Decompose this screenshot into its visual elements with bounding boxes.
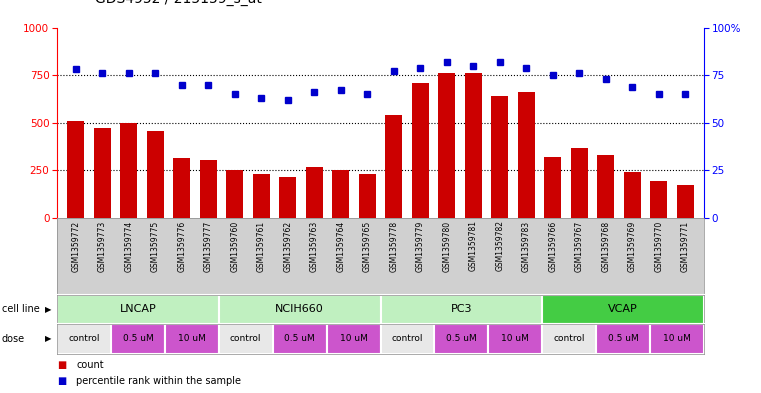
Text: GSM1359773: GSM1359773 — [97, 220, 107, 272]
Text: GSM1359783: GSM1359783 — [522, 220, 531, 272]
Bar — [57, 295, 219, 324]
Text: 0.5 uM: 0.5 uM — [446, 334, 476, 343]
Text: GSM1359769: GSM1359769 — [628, 220, 637, 272]
Text: control: control — [392, 334, 423, 343]
Bar — [111, 324, 165, 354]
Bar — [165, 324, 219, 354]
Bar — [435, 324, 489, 354]
Bar — [272, 324, 326, 354]
Bar — [677, 185, 694, 218]
Text: GSM1359760: GSM1359760 — [230, 220, 239, 272]
Text: GSM1359782: GSM1359782 — [495, 220, 505, 272]
Text: GSM1359775: GSM1359775 — [151, 220, 160, 272]
Text: GSM1359778: GSM1359778 — [390, 220, 398, 272]
Text: GSM1359771: GSM1359771 — [681, 220, 690, 272]
Bar — [597, 155, 614, 218]
Bar — [571, 148, 588, 218]
Text: 10 uM: 10 uM — [501, 334, 529, 343]
Text: count: count — [76, 360, 103, 371]
Text: GSM1359764: GSM1359764 — [336, 220, 345, 272]
Text: dose: dose — [2, 334, 24, 344]
Text: control: control — [230, 334, 262, 343]
Bar — [173, 158, 190, 218]
Text: PC3: PC3 — [451, 305, 472, 314]
Bar — [219, 295, 380, 324]
Text: GDS4952 / 215159_s_at: GDS4952 / 215159_s_at — [95, 0, 262, 6]
Bar — [279, 177, 296, 218]
Bar — [465, 73, 482, 218]
Bar — [543, 295, 704, 324]
Bar — [624, 173, 641, 218]
Bar — [332, 169, 349, 218]
Bar — [57, 324, 111, 354]
Text: GSM1359765: GSM1359765 — [363, 220, 371, 272]
Text: control: control — [553, 334, 585, 343]
Bar — [596, 324, 650, 354]
Text: GSM1359766: GSM1359766 — [549, 220, 557, 272]
Text: GSM1359777: GSM1359777 — [204, 220, 212, 272]
Text: GSM1359768: GSM1359768 — [601, 220, 610, 272]
Bar — [491, 96, 508, 218]
Bar — [326, 324, 380, 354]
Text: GSM1359781: GSM1359781 — [469, 220, 478, 272]
Bar — [306, 167, 323, 218]
Bar — [489, 324, 542, 354]
Text: ▶: ▶ — [44, 334, 51, 343]
Bar — [219, 324, 272, 354]
Text: GSM1359762: GSM1359762 — [283, 220, 292, 272]
Bar — [650, 324, 704, 354]
Bar — [358, 174, 376, 218]
Bar — [380, 324, 435, 354]
Text: 0.5 uM: 0.5 uM — [608, 334, 638, 343]
Bar — [147, 131, 164, 218]
Bar — [253, 174, 270, 218]
Bar — [67, 121, 84, 218]
Bar — [544, 157, 562, 218]
Text: 10 uM: 10 uM — [178, 334, 205, 343]
Bar — [438, 73, 455, 218]
Bar — [543, 324, 596, 354]
Bar — [517, 92, 535, 218]
Bar — [650, 181, 667, 218]
Text: GSM1359772: GSM1359772 — [71, 220, 80, 272]
Bar — [199, 160, 217, 218]
Text: VCAP: VCAP — [608, 305, 638, 314]
Text: 10 uM: 10 uM — [339, 334, 368, 343]
Text: GSM1359770: GSM1359770 — [654, 220, 664, 272]
Text: ▶: ▶ — [44, 305, 51, 314]
Text: GSM1359776: GSM1359776 — [177, 220, 186, 272]
Bar — [380, 295, 542, 324]
Bar — [385, 115, 403, 218]
Text: ■: ■ — [57, 376, 66, 386]
Bar — [226, 171, 244, 218]
Text: NCIH660: NCIH660 — [275, 305, 324, 314]
Text: cell line: cell line — [2, 305, 40, 314]
Text: GSM1359761: GSM1359761 — [256, 220, 266, 272]
Text: LNCAP: LNCAP — [119, 305, 156, 314]
Bar — [120, 123, 137, 218]
Text: GSM1359774: GSM1359774 — [124, 220, 133, 272]
Text: 0.5 uM: 0.5 uM — [123, 334, 153, 343]
Bar — [94, 128, 111, 218]
Bar — [412, 83, 429, 218]
Text: control: control — [68, 334, 100, 343]
Text: GSM1359779: GSM1359779 — [416, 220, 425, 272]
Text: GSM1359780: GSM1359780 — [442, 220, 451, 272]
Text: 0.5 uM: 0.5 uM — [285, 334, 315, 343]
Text: percentile rank within the sample: percentile rank within the sample — [76, 376, 241, 386]
Text: 10 uM: 10 uM — [663, 334, 691, 343]
Text: GSM1359763: GSM1359763 — [310, 220, 319, 272]
Text: GSM1359767: GSM1359767 — [575, 220, 584, 272]
Text: ■: ■ — [57, 360, 66, 371]
